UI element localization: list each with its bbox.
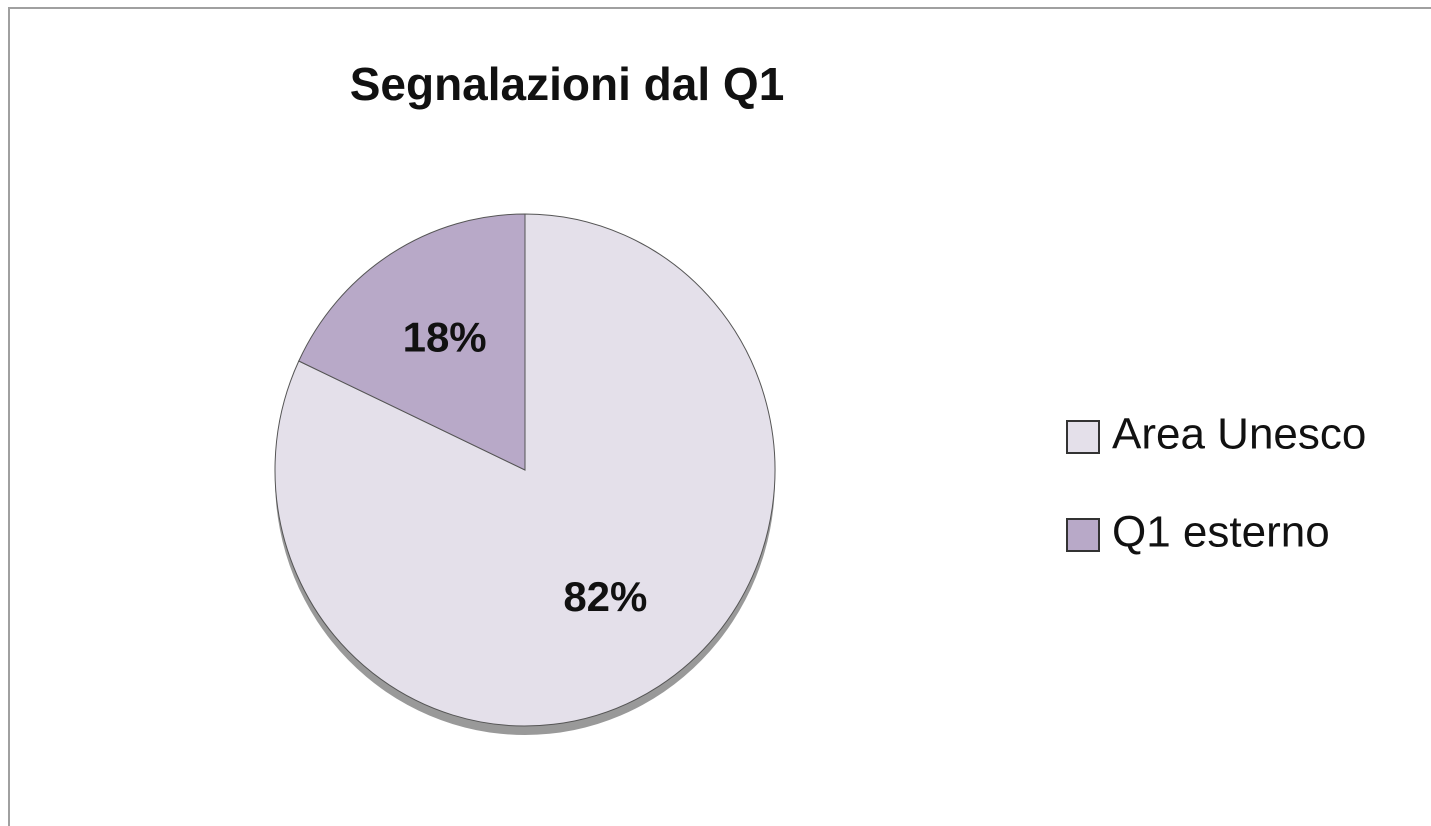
chart-title: Segnalazioni dal Q1 — [350, 58, 785, 110]
legend-swatch — [1066, 420, 1100, 454]
legend-swatch — [1066, 518, 1100, 552]
data-label: 82% — [563, 573, 647, 620]
legend-label: Q1 esterno — [1112, 508, 1330, 557]
pie-slice — [298, 213, 526, 471]
legend-label: Area Unesco — [1112, 410, 1366, 459]
data-label: 18% — [403, 313, 487, 360]
